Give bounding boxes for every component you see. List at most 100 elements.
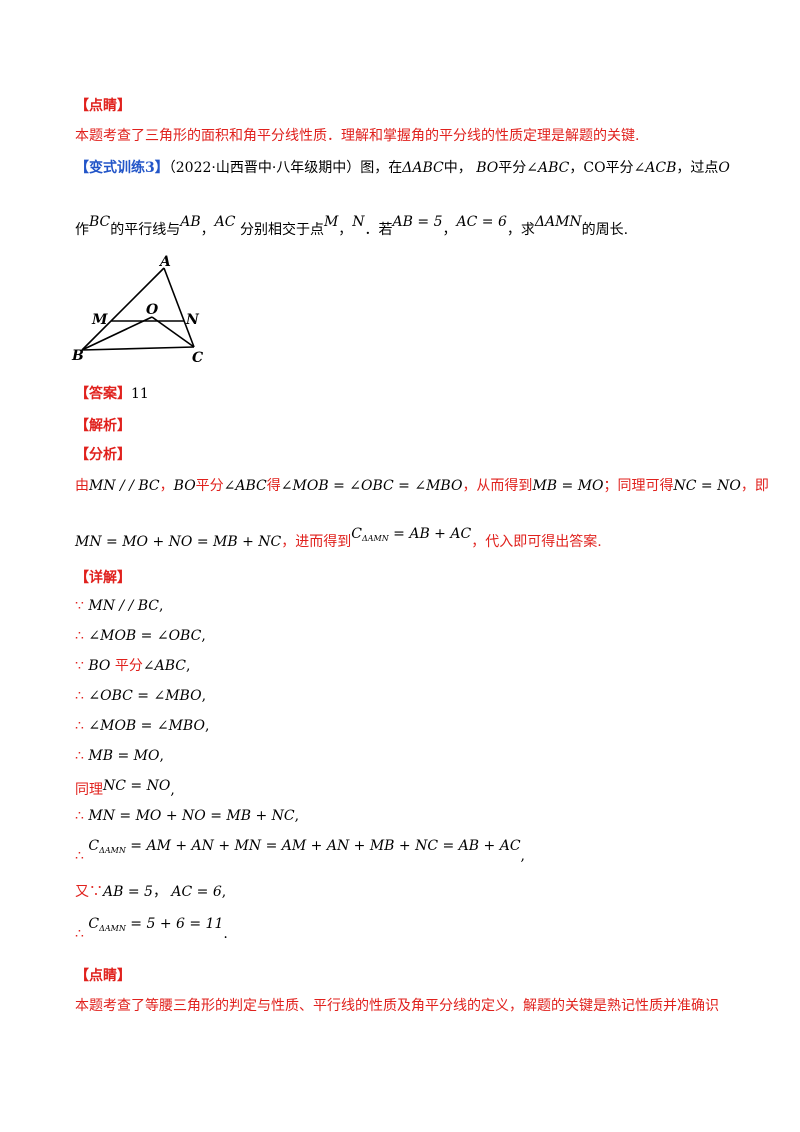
point-o: O [718, 160, 730, 176]
text: , [159, 598, 164, 614]
angle-abc: ∠ABC [526, 160, 570, 176]
text: ，进而得到 [281, 534, 352, 550]
text: 中， [443, 160, 472, 176]
math-nc-no: NC = NO [673, 478, 741, 494]
math-mn-parallel: MN / / BC [89, 478, 160, 494]
section-text-dianjing-1: 本题考查了三角形的面积和角平分线性质．理解和掌握角的平分线的性质定理是解题的关键… [75, 128, 640, 144]
math: AB = 5 [103, 884, 153, 900]
text: ，过点 [676, 160, 719, 176]
math: NC = NO [103, 778, 171, 794]
text: , [159, 748, 164, 764]
section-title-dianjing-2: 【点睛】 [75, 968, 131, 984]
geometry-figure: A M O N B C [71, 254, 203, 366]
text: 的周长. [581, 222, 629, 238]
answer-value: 11 [131, 386, 149, 402]
text: ，即 [740, 478, 769, 494]
math-sub: ΔAMN [99, 924, 126, 933]
symbol: ∴ [75, 688, 84, 704]
text: 平分 [114, 658, 143, 674]
text: ，代入即可得出答案. [471, 534, 602, 550]
symbol: ∴ [75, 848, 84, 864]
math-sub: ΔAMN [99, 846, 126, 855]
math-eq: = AB + AC [393, 526, 472, 542]
detail-step-5: ∴ ∠MOB = ∠MBO, [75, 716, 209, 736]
math: MN / / BC [88, 598, 160, 614]
text: , [204, 718, 210, 734]
text: 作 [75, 222, 89, 238]
text: , [520, 848, 525, 864]
math: C [88, 916, 100, 932]
segment-bo-line [81, 316, 153, 351]
math: = AM + AN + MN = AM + AN + MB + NC = AB … [130, 838, 521, 854]
symbol: ∵ [75, 598, 84, 614]
detail-step-8: ∴ MN = MO + NO = MB + NC, [75, 806, 299, 826]
label-a: A [158, 254, 171, 270]
text: , [201, 688, 207, 704]
text: 得 [266, 478, 281, 494]
math: BO [88, 658, 111, 674]
math-sub: ΔAMN [361, 534, 389, 543]
given-ab: AB = 5 [392, 214, 443, 230]
text: ， [200, 222, 215, 238]
math-perimeter: CΔAMN = AB + AC [351, 526, 472, 543]
text: ， [442, 222, 457, 238]
triangle-abc: ΔABC [402, 160, 444, 176]
detail-step-10: 又∵AB = 5， AC = 6, [75, 884, 227, 900]
text: ，CO平分 [569, 160, 634, 176]
math: AC = 6 [171, 884, 222, 900]
math: = 5 + 6 = 11 [130, 916, 224, 932]
text: . [223, 926, 228, 942]
math: ∠MOB = ∠MBO [88, 718, 205, 734]
symbol: ∴ [75, 748, 84, 764]
detail-step-1: ∵ MN / / BC, [75, 596, 163, 616]
text: , [294, 808, 300, 824]
side-ac [163, 267, 195, 348]
problem-intro: （2022·山西晋中·八年级期中）图，在 [168, 160, 403, 176]
text: 又∵ [75, 884, 103, 900]
detail-step-3: ∵ BO 平分∠ABC, [75, 656, 190, 676]
math: ∠OBC = ∠MBO [88, 688, 202, 704]
label-c: C [192, 350, 203, 366]
math-angle-eq: ∠MOB = ∠OBC = ∠MBO [280, 478, 463, 494]
fenxi-line-2: MN = MO + NO = MB + NC，进而得到CΔAMN = AB + … [75, 524, 602, 552]
text: 同理 [75, 782, 103, 798]
point-n: N [352, 214, 365, 230]
math: C [88, 838, 100, 854]
given-ac: AC = 6 [456, 214, 507, 230]
detail-step-9: ∴ CΔAMN = AM + AN + MN = AM + AN + MB + … [75, 836, 525, 866]
text: , [170, 782, 175, 798]
symbol: ∴ [75, 718, 84, 734]
symbol: ∴ [75, 808, 84, 824]
math-bo: BO [173, 478, 196, 494]
point-m: M [323, 214, 339, 230]
label-o: O [146, 302, 159, 318]
symbol: ∴ [75, 628, 84, 644]
section-title-dianjing-1: 【点睛】 [75, 98, 131, 114]
text: ，求 [506, 222, 535, 238]
text: 平分 [498, 160, 527, 176]
answer-line: 【答案】11 [75, 384, 149, 404]
problem-line-2: 作BC的平行线与AB，AC 分别相交于点M，N．若AB = 5，AC = 6，求… [75, 212, 628, 240]
answer-tag: 【答案】 [75, 386, 131, 402]
label-b: B [71, 348, 84, 364]
segment-bc: BC [89, 214, 111, 230]
text: ， [338, 222, 353, 238]
math: ∠MOB = ∠OBC [88, 628, 202, 644]
text: ， [159, 478, 174, 494]
triangle-amn: ΔAMN [534, 214, 582, 230]
text: ；同理可得 [603, 478, 674, 494]
math: MN = MO + NO = MB + NC [88, 808, 295, 824]
math-mb-mo: MB = MO [532, 478, 604, 494]
detail-step-2: ∴ ∠MOB = ∠OBC, [75, 626, 206, 646]
text: , [221, 884, 227, 900]
label-n: N [185, 312, 200, 328]
math-angle-abc: ∠ABC [223, 478, 267, 494]
fenxi-tag: 【分析】 [75, 447, 131, 463]
problem-tag: 【变式训练3】 [75, 160, 169, 176]
text: ．若 [364, 222, 393, 238]
side-ab [81, 267, 165, 351]
detail-tag: 【详解】 [75, 570, 131, 586]
math-c: C [351, 526, 362, 542]
angle-acb: ∠ACB [633, 160, 677, 176]
